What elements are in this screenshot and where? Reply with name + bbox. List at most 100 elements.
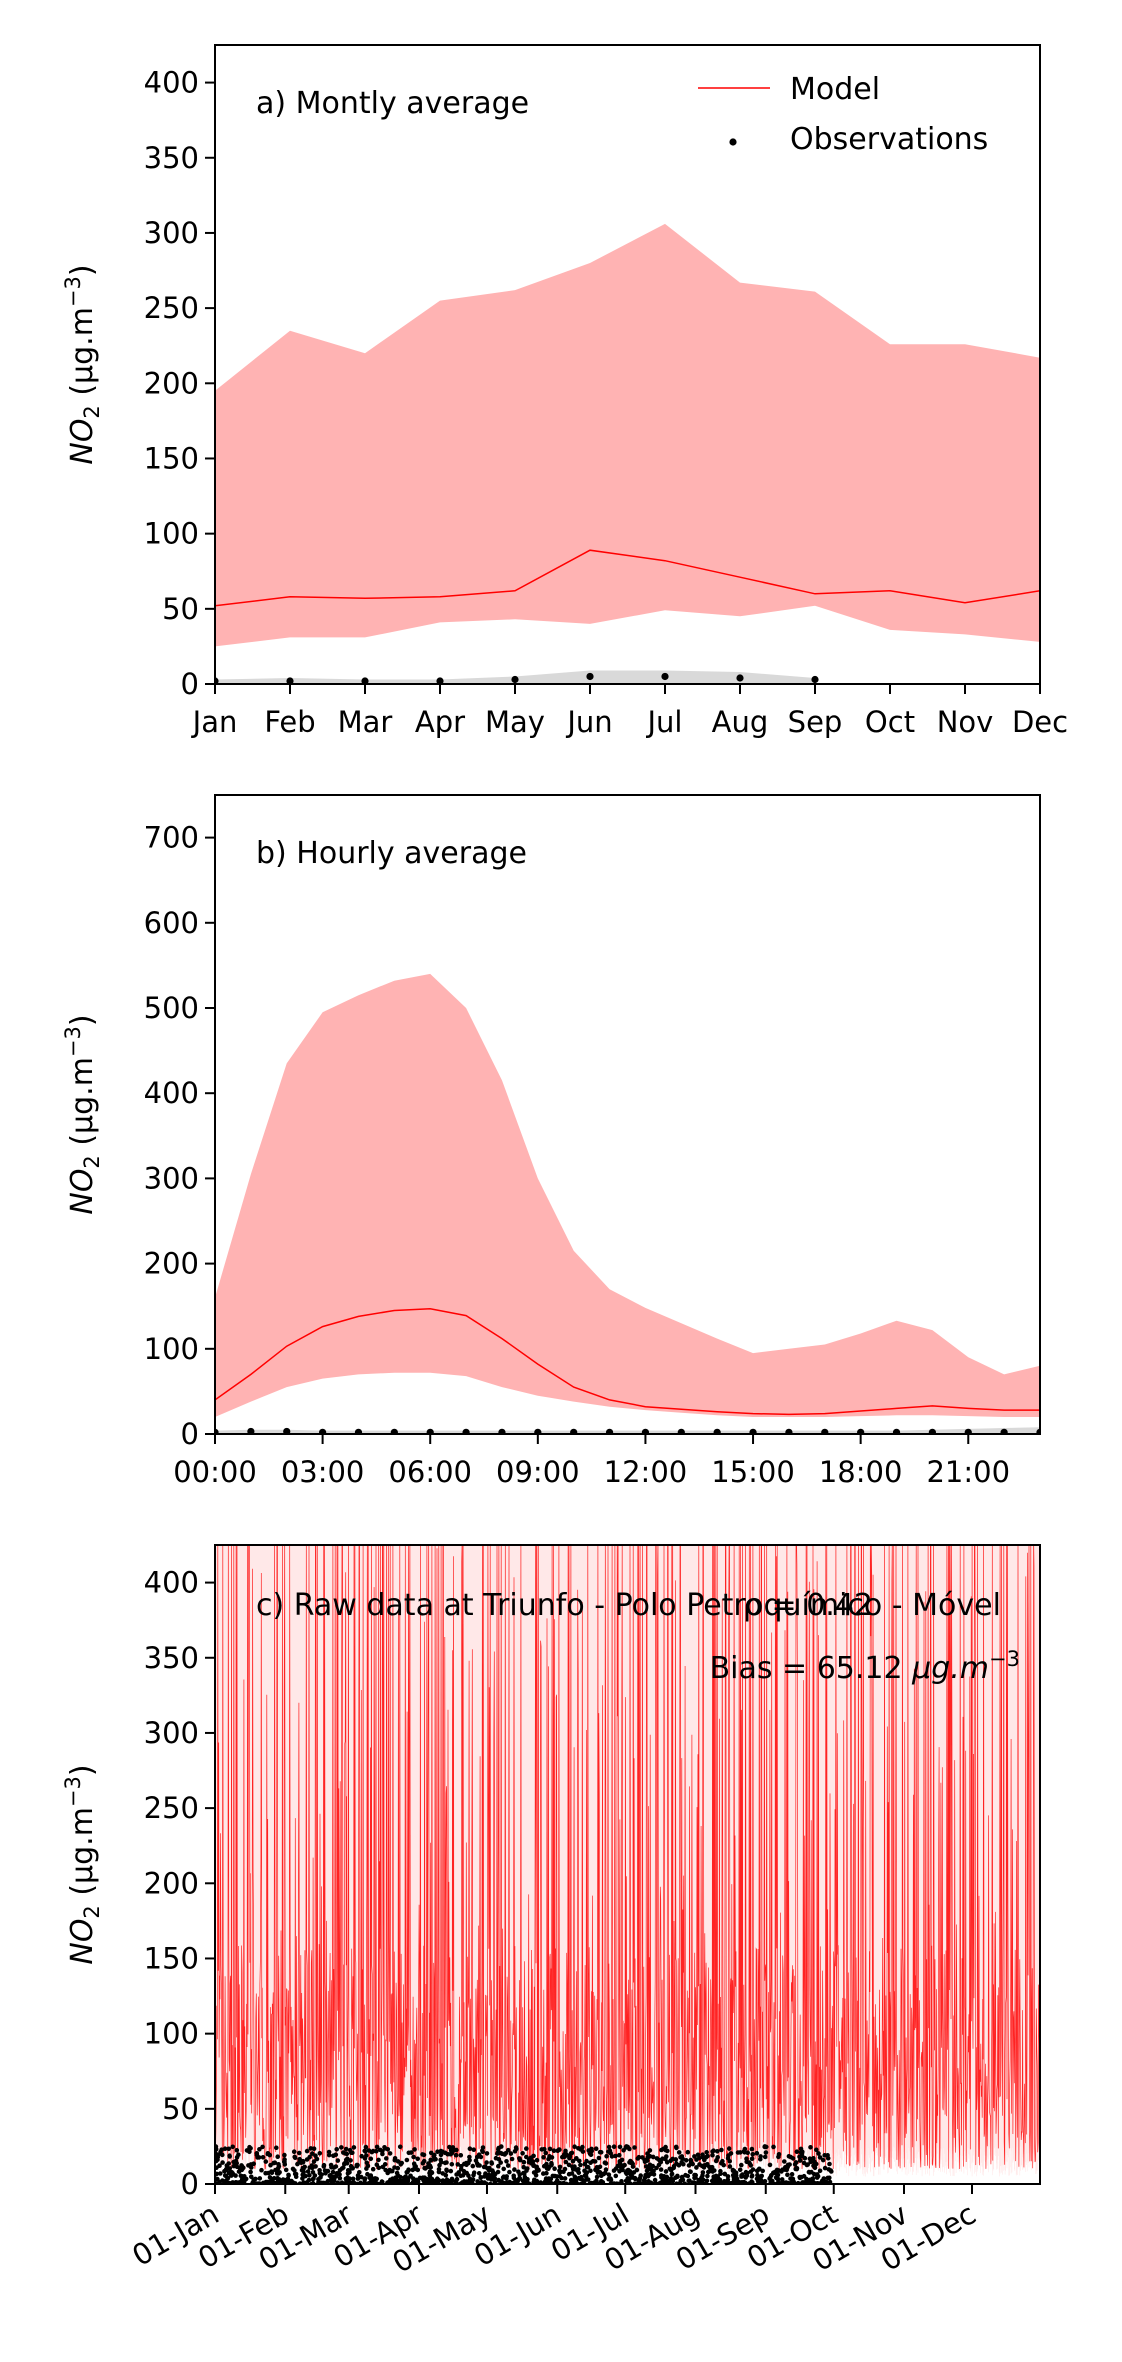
observation-point [586, 672, 594, 681]
y-tick-label: 300 [144, 1716, 199, 1750]
observation-point [821, 1428, 829, 1434]
panel-label: a) Montly average [256, 86, 529, 121]
model-series-line [215, 549, 1040, 607]
x-tick-label: Aug [712, 705, 769, 739]
plot-area [215, 973, 1040, 1434]
observation-point [857, 1428, 865, 1434]
x-tick-label: Dec [1012, 705, 1068, 739]
x-tick-label: 09:00 [496, 1455, 580, 1489]
observation-point [361, 677, 369, 684]
y-tick-label: 350 [144, 1641, 199, 1675]
x-tick-label: 00:00 [173, 1455, 257, 1489]
x-tick-label: Apr [415, 705, 465, 739]
y-tick-label: 0 [181, 1417, 199, 1451]
observation-point [605, 1428, 614, 1434]
y-tick-label: 400 [144, 1076, 199, 1110]
y-tick-label: 300 [144, 1161, 199, 1195]
observation-point [534, 1428, 542, 1434]
y-axis-label: NO2 (μg.m−3) [61, 264, 104, 464]
y-tick-label: 200 [144, 366, 199, 400]
x-tick-label: 12:00 [604, 1455, 688, 1489]
y-tick-label: 100 [144, 2017, 199, 2051]
y-tick-label: 250 [144, 1791, 199, 1825]
observation-point [319, 1428, 327, 1434]
y-tick-label: 400 [144, 1566, 199, 1600]
model-range-band [215, 973, 1040, 1417]
observation-point [511, 675, 519, 684]
observation-point [498, 1428, 506, 1434]
x-tick-label: Mar [338, 705, 393, 739]
x-axis: Jan Feb Mar Apr May Jun Jul Aug Sep Oct Nov Dec [191, 684, 1068, 739]
x-tick-label: Feb [264, 705, 315, 739]
x-tick-label: May [485, 705, 545, 739]
x-axis: 01-Jan01-Feb01-Mar01-Apr01-May01-Jun01-J… [126, 2184, 982, 2280]
y-tick-label: 250 [144, 291, 199, 325]
y-tick-label: 50 [162, 2092, 199, 2126]
x-tick-label: 18:00 [819, 1455, 903, 1489]
observation-point [677, 1428, 685, 1434]
observation-point [713, 1428, 721, 1434]
observation-point [661, 672, 669, 681]
observation-point [436, 677, 444, 684]
observation-point [283, 1427, 291, 1434]
observation-point [964, 1428, 972, 1434]
observation-range-band [215, 1427, 1040, 1434]
legend-observations-label: Observations [790, 122, 988, 157]
y-tick-label: 700 [144, 821, 199, 855]
model-range-band [215, 223, 1040, 647]
y-tick-label: 600 [144, 906, 199, 940]
y-tick-label: 100 [144, 1332, 199, 1366]
legend: Model Observations [698, 72, 988, 157]
x-tick-label: 03:00 [281, 1455, 365, 1489]
y-axis: 0 50 100 150 200 250 300 350 400 [144, 66, 215, 701]
observation-point [736, 674, 744, 682]
y-tick-label: 400 [144, 66, 199, 100]
observation-point [570, 1428, 578, 1434]
y-tick-label: 300 [144, 216, 199, 250]
x-tick-label: Oct [865, 705, 915, 739]
y-tick-label: 200 [144, 1866, 199, 1900]
observation-point [749, 1428, 757, 1434]
observation-point [390, 1428, 398, 1434]
x-tick-label: 21:00 [926, 1455, 1010, 1489]
observation-point [1000, 1428, 1008, 1434]
x-tick-label: Jun [565, 705, 612, 739]
x-tick-label: Nov [937, 705, 994, 739]
y-axis-label: NO2 (μg.m−3) [61, 1014, 104, 1214]
y-tick-label: 500 [144, 991, 199, 1025]
x-tick-label: 15:00 [711, 1455, 795, 1489]
legend-model-label: Model [790, 72, 880, 107]
y-tick-label: 50 [162, 592, 199, 626]
legend-observations-swatch [729, 138, 737, 146]
observation-point [892, 1428, 901, 1434]
plot-area [215, 1545, 1040, 2184]
x-tick-label: Jul [646, 705, 683, 739]
panel-label: c) Raw data at Triunfo - Polo Petroquími… [256, 1588, 1001, 1623]
observation-point [354, 1428, 363, 1434]
y-axis-label: NO2 (μg.m−3) [61, 1764, 104, 1964]
y-tick-label: 100 [144, 517, 199, 551]
y-tick-label: 150 [144, 1941, 199, 1975]
y-tick-label: 0 [181, 2167, 199, 2201]
observation-points [215, 2144, 834, 2184]
y-axis: 0 100 200 300 400 500 600 700 [144, 821, 215, 1451]
plot-frame [214, 1544, 1041, 2185]
observation-point [462, 1428, 470, 1434]
y-tick-label: 200 [144, 1247, 199, 1281]
x-tick-label: Sep [788, 705, 843, 739]
y-tick-label: 150 [144, 441, 199, 475]
plot-area [215, 223, 1040, 684]
observation-point [928, 1428, 936, 1434]
plot-frame [214, 794, 1041, 1435]
observation-point [811, 675, 819, 684]
observation-point [426, 1428, 434, 1434]
observation-point [785, 1428, 793, 1434]
bias-stat: Bias = 65.12 μg.m−3 [710, 1647, 1020, 1686]
panel-label: b) Hourly average [256, 836, 527, 871]
y-axis: 0 50 100 150 200 250 300 350 400 [144, 1566, 215, 2201]
model-series-line [215, 1545, 1040, 2170]
model-series-line [215, 1308, 1040, 1416]
x-axis: 00:00 03:00 06:00 09:00 12:00 15:00 18:00 21:00 [173, 1434, 1010, 1489]
observation-point [286, 677, 294, 684]
